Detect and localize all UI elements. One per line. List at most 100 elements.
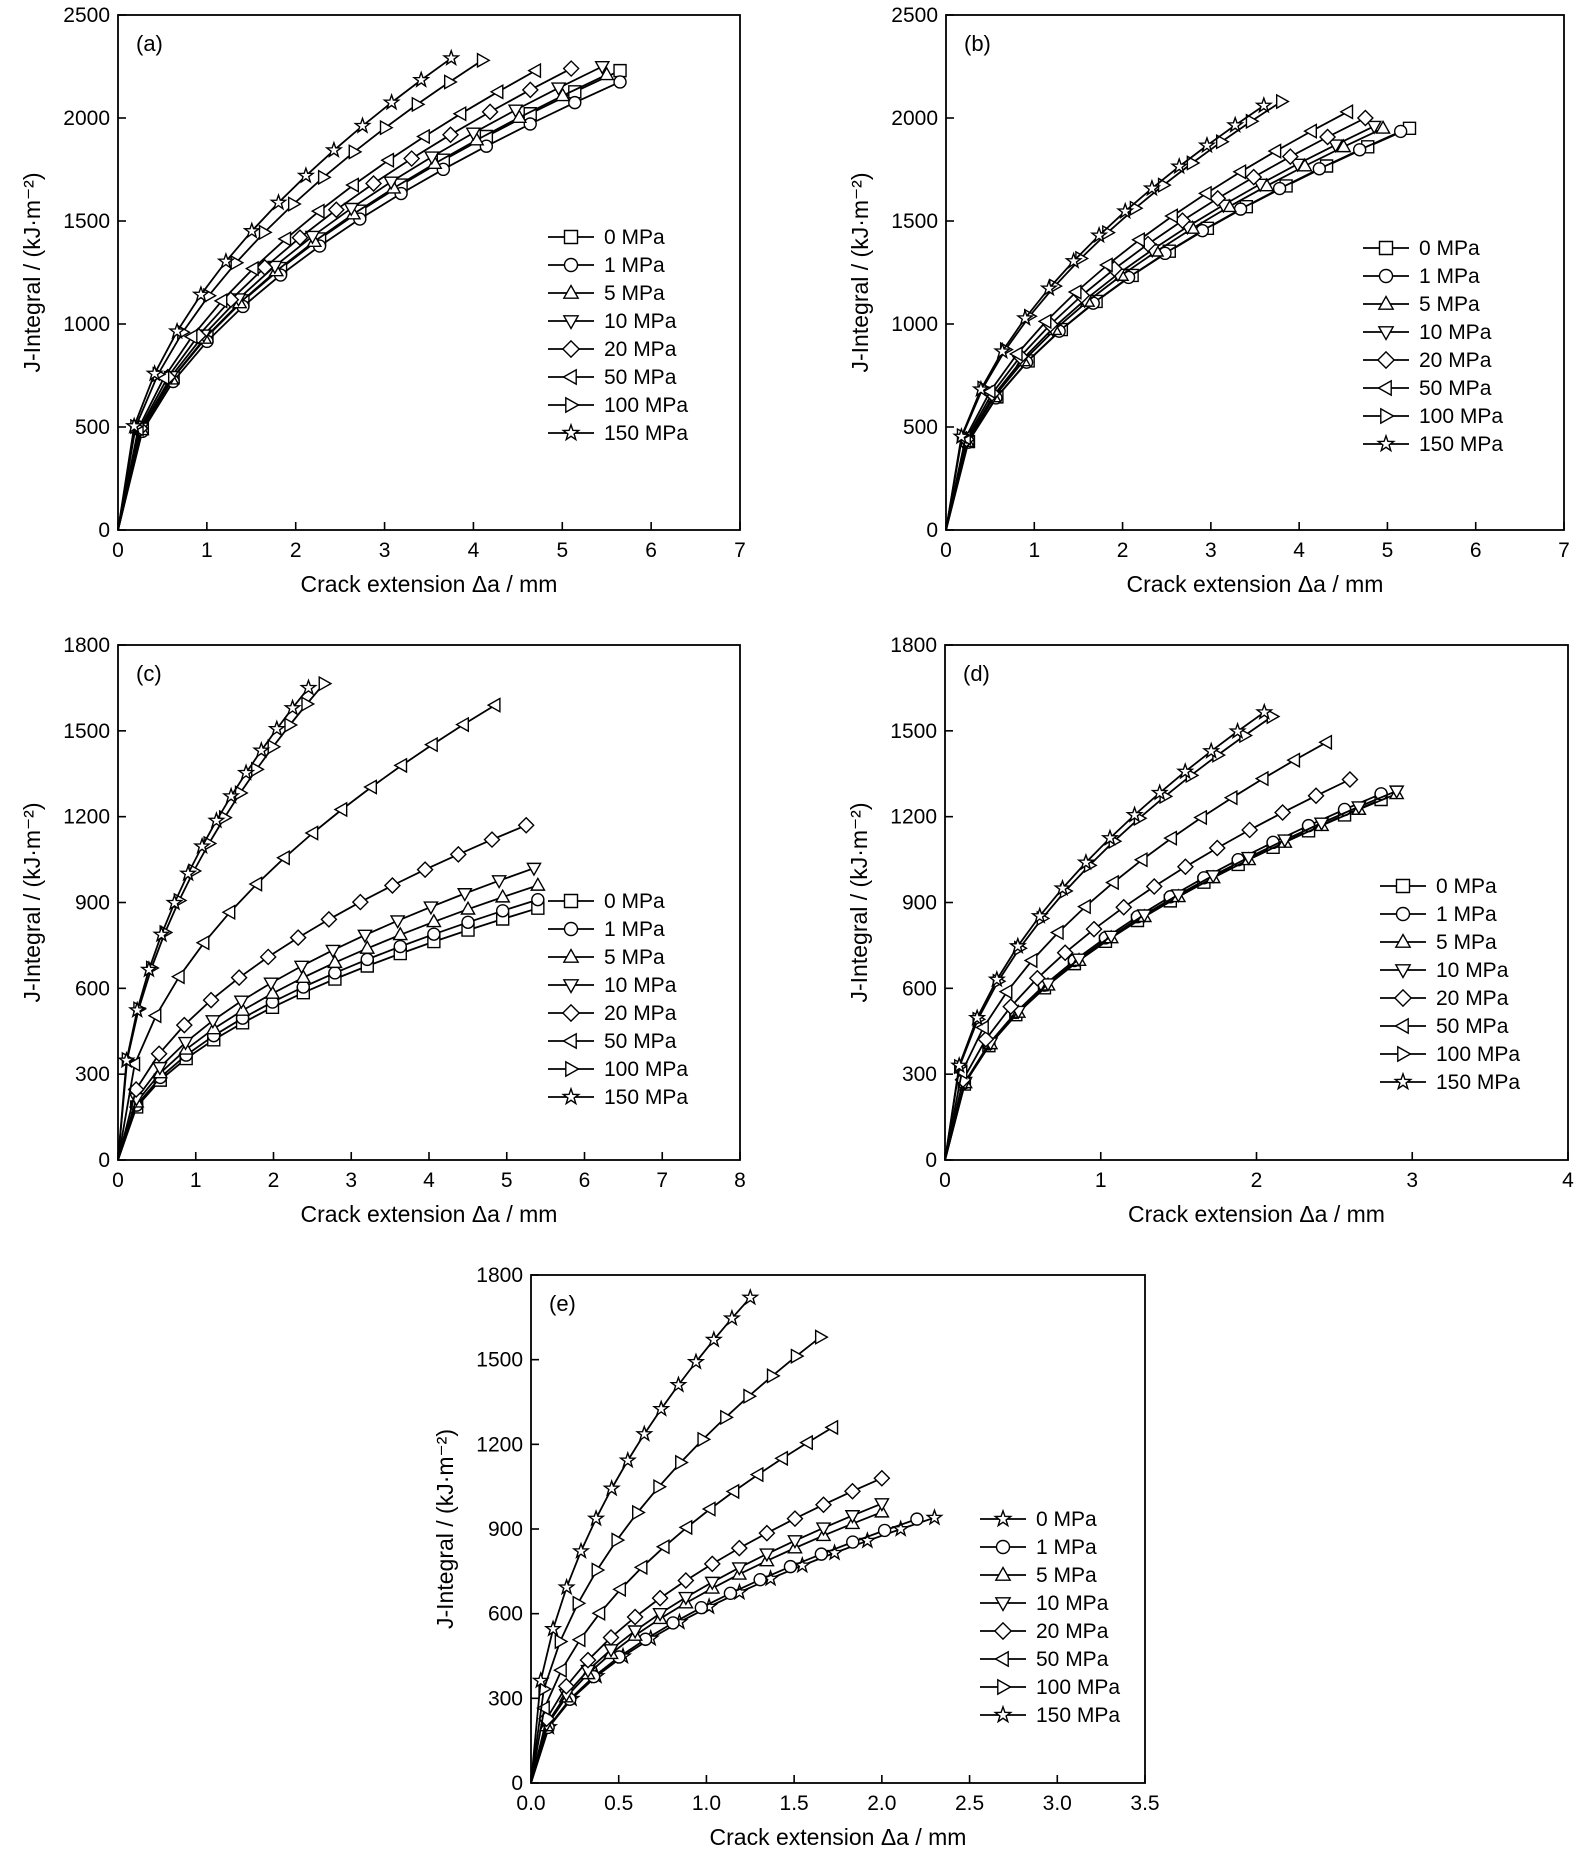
data-point	[1351, 801, 1367, 816]
legend-item: 150 MPa	[1380, 1071, 1520, 1094]
data-point	[753, 1572, 767, 1587]
data-point	[1233, 202, 1248, 216]
series-50-mpa	[117, 697, 501, 1161]
y-tick-label: 2500	[63, 4, 110, 27]
series-150-mpa	[117, 48, 461, 531]
data-point	[1245, 168, 1263, 186]
data-point	[1197, 185, 1212, 202]
series-20-mpa	[530, 1469, 891, 1784]
series-line	[530, 1518, 918, 1784]
series-line	[117, 81, 621, 531]
y-tick-label: 1000	[63, 313, 110, 336]
chart-panel-c: 0 1 2 3 4 5 6 7 8 0 300 600 900 1200 1500 1800 Crack ext…	[19, 634, 746, 1227]
series-0-mpa	[944, 792, 1388, 1161]
legend-label: 100 MPa	[604, 1058, 688, 1081]
data-point	[723, 1586, 738, 1601]
x-tick-label: 3.5	[1130, 1792, 1159, 1815]
data-point	[333, 801, 348, 818]
data-point	[1272, 181, 1287, 196]
data-point	[507, 104, 524, 119]
legend-label: 10 MPa	[604, 310, 677, 333]
data-point	[586, 1508, 606, 1527]
data-point	[967, 1008, 987, 1026]
legend-item: 0 MPa	[980, 1508, 1097, 1531]
series-10-mpa	[117, 61, 611, 531]
data-point	[295, 969, 312, 984]
x-tick-label: 0.5	[604, 1792, 633, 1815]
x-tick-label: 3	[379, 539, 391, 562]
x-tick-label: 2.0	[867, 1792, 896, 1815]
data-point	[720, 1409, 734, 1426]
legend-item: 20 MPa	[980, 1620, 1109, 1643]
data-point	[1030, 906, 1049, 924]
y-tick-label: 0	[925, 1149, 937, 1172]
y-tick-label: 1500	[63, 720, 110, 743]
legend-label: 50 MPa	[1419, 377, 1492, 400]
data-point	[363, 779, 378, 795]
panel-label: (c)	[136, 661, 162, 686]
data-point	[553, 1662, 567, 1678]
data-point	[1039, 278, 1059, 297]
data-point	[343, 202, 360, 217]
data-point	[177, 1036, 194, 1051]
legend-marker	[561, 422, 581, 442]
data-point	[291, 229, 309, 247]
legend-marker	[1397, 1045, 1412, 1063]
x-tick-label: 8	[734, 1169, 746, 1192]
data-point	[704, 1330, 723, 1348]
x-tick-label: 6	[645, 539, 657, 562]
data-point	[359, 940, 376, 954]
data-point	[783, 1559, 798, 1574]
y-tick-label: 1200	[63, 806, 110, 829]
data-point	[1053, 878, 1072, 897]
y-tick-label: 0	[98, 519, 110, 542]
legend-marker	[995, 1539, 1011, 1555]
data-point	[139, 960, 159, 978]
legend-label: 20 MPa	[1036, 1620, 1109, 1643]
legend-item: 10 MPa	[1380, 959, 1509, 982]
legend-marker	[561, 339, 581, 359]
y-tick-label: 0	[511, 1772, 523, 1795]
series-line	[944, 790, 1398, 1161]
series-100-mpa	[530, 1329, 829, 1784]
data-point	[152, 1061, 168, 1076]
y-axis-label: J-Integral / (kJ·m⁻²)	[847, 173, 873, 373]
y-tick-label: 1500	[891, 210, 938, 233]
x-tick-label: 7	[1558, 539, 1570, 562]
x-tick-label: 6	[1470, 539, 1482, 562]
series-line	[945, 100, 1282, 531]
legend-item: 1 MPa	[980, 1536, 1097, 1559]
data-point	[205, 1020, 222, 1035]
data-point	[530, 877, 546, 891]
legend: 0 MPa 1 MPa 5 MPa 10 MPa 20 MPa 50 MPa 100 MPa…	[548, 890, 688, 1109]
x-tick-label: 0	[939, 1169, 951, 1192]
data-point	[202, 991, 220, 1009]
x-axis-label: Crack extension Δa / mm	[301, 571, 558, 597]
legend-marker	[565, 1060, 580, 1078]
legend-marker	[562, 948, 580, 963]
data-point	[1209, 189, 1227, 207]
data-point	[1193, 809, 1208, 826]
series-5-mpa	[117, 66, 615, 531]
data-point	[1366, 120, 1382, 135]
data-point	[233, 995, 250, 1010]
data-point	[244, 260, 259, 277]
legend-item: 50 MPa	[1380, 1015, 1509, 1038]
data-point	[1254, 96, 1273, 114]
legend-label: 150 MPa	[604, 422, 688, 445]
data-point	[730, 1539, 748, 1557]
data-point	[1142, 178, 1162, 197]
data-point	[987, 969, 1007, 988]
data-point	[1267, 143, 1282, 159]
legend-marker	[563, 257, 579, 273]
data-point	[1388, 785, 1405, 800]
data-point	[491, 875, 507, 889]
data-point	[571, 1541, 591, 1559]
series-1-mpa	[945, 124, 1408, 531]
y-tick-label: 1500	[890, 720, 937, 743]
data-point	[531, 892, 545, 907]
data-point	[618, 1450, 637, 1469]
data-point	[613, 63, 627, 78]
data-point	[494, 888, 511, 903]
x-tick-label: 3.0	[1043, 1792, 1072, 1815]
